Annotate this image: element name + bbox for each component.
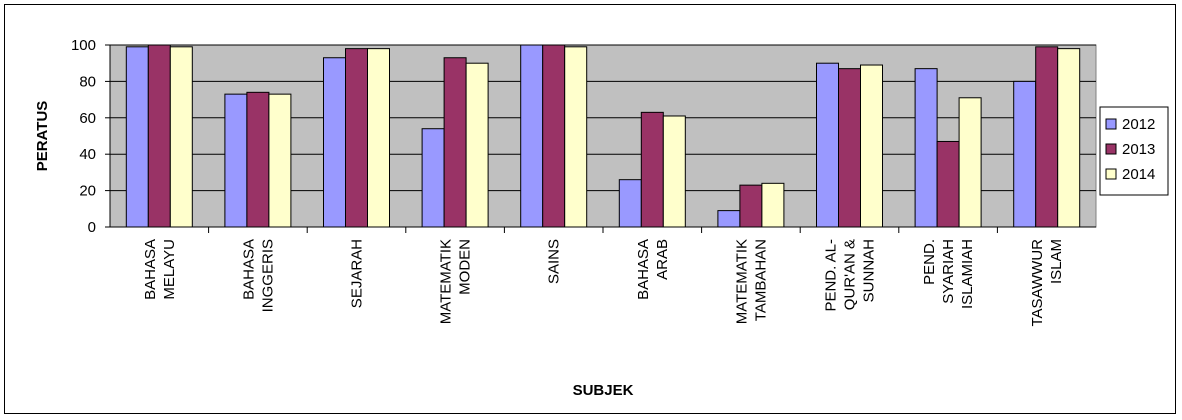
bar-2014: [1057, 48, 1081, 228]
bar-2013: [147, 44, 171, 228]
x-category-label: TASAWWUR ISLAM: [1029, 239, 1065, 327]
x-category-label: BAHASA INGGERIS: [240, 239, 276, 312]
bars: [125, 44, 1081, 228]
x-category-label: SAINS: [546, 239, 563, 284]
x-axis-title: SUBJEK: [573, 382, 634, 399]
bar-2012: [816, 62, 839, 228]
legend-swatch-2013: [1105, 143, 1117, 155]
bar-2014: [564, 46, 588, 228]
bar-2012: [914, 68, 938, 228]
axes: [105, 44, 1096, 233]
x-category-label: MATEMATIK MODEN: [438, 239, 474, 324]
y-tick-label: 80: [79, 73, 96, 90]
y-tick-label: 0: [88, 219, 96, 236]
bar-2012: [520, 44, 544, 228]
legend-swatch-2014: [1105, 168, 1117, 180]
legend-label-2013: 2013: [1122, 141, 1155, 158]
x-category-label: PEND. AL- QUR'AN & SUNNAH: [823, 239, 878, 312]
bar-2013: [542, 44, 566, 228]
bar-2014: [465, 62, 489, 228]
bar-2013: [345, 48, 368, 228]
y-axis-title: PERATUS: [34, 101, 51, 172]
y-tick-label: 100: [71, 37, 96, 54]
bar-2012: [323, 57, 346, 228]
y-tick-labels: 0 20 40 60 80 100: [71, 37, 96, 236]
bar-2013: [838, 68, 861, 228]
x-category-label: MATEMATIK TAMBAHAN: [733, 239, 769, 324]
bar-2014: [662, 115, 686, 228]
x-category-label: SEJARAH: [349, 239, 366, 308]
bar-2014: [958, 97, 982, 228]
bar-2014: [367, 48, 390, 228]
legend-label-2014: 2014: [1122, 166, 1155, 183]
y-tick-label: 60: [79, 110, 96, 127]
y-tick-label: 20: [79, 183, 96, 200]
legend: 2012 2013 2014: [1099, 106, 1169, 196]
legend-label-2012: 2012: [1122, 116, 1155, 133]
bar-2014: [268, 93, 292, 228]
bar-2012: [717, 210, 741, 228]
y-tick-label: 40: [79, 146, 96, 163]
x-category-label: BAHASA MELAYU: [142, 239, 178, 300]
x-category-label: PEND. SYARIAH ISLAMIAH: [921, 239, 976, 309]
bar-2014: [169, 46, 193, 228]
bar-2012: [618, 179, 642, 228]
bar-2013: [640, 111, 664, 228]
bar-2014: [860, 64, 883, 228]
bar-2012: [1013, 80, 1037, 228]
bar-2013: [739, 184, 763, 228]
bar-2013: [936, 140, 960, 228]
bar-2012: [224, 93, 248, 228]
legend-swatch-2012: [1105, 118, 1117, 130]
bar-2012: [125, 46, 149, 228]
x-category-labels: BAHASA MELAYU BAHASA INGGERIS SEJARAH MATEMAT…: [142, 239, 1065, 327]
x-category-label: BAHASA ARAB: [635, 239, 671, 300]
bar-2013: [443, 57, 467, 228]
bar-2013: [1035, 46, 1059, 228]
bar-2014: [761, 182, 785, 228]
bar-2013: [246, 91, 270, 228]
bar-2012: [421, 128, 445, 228]
